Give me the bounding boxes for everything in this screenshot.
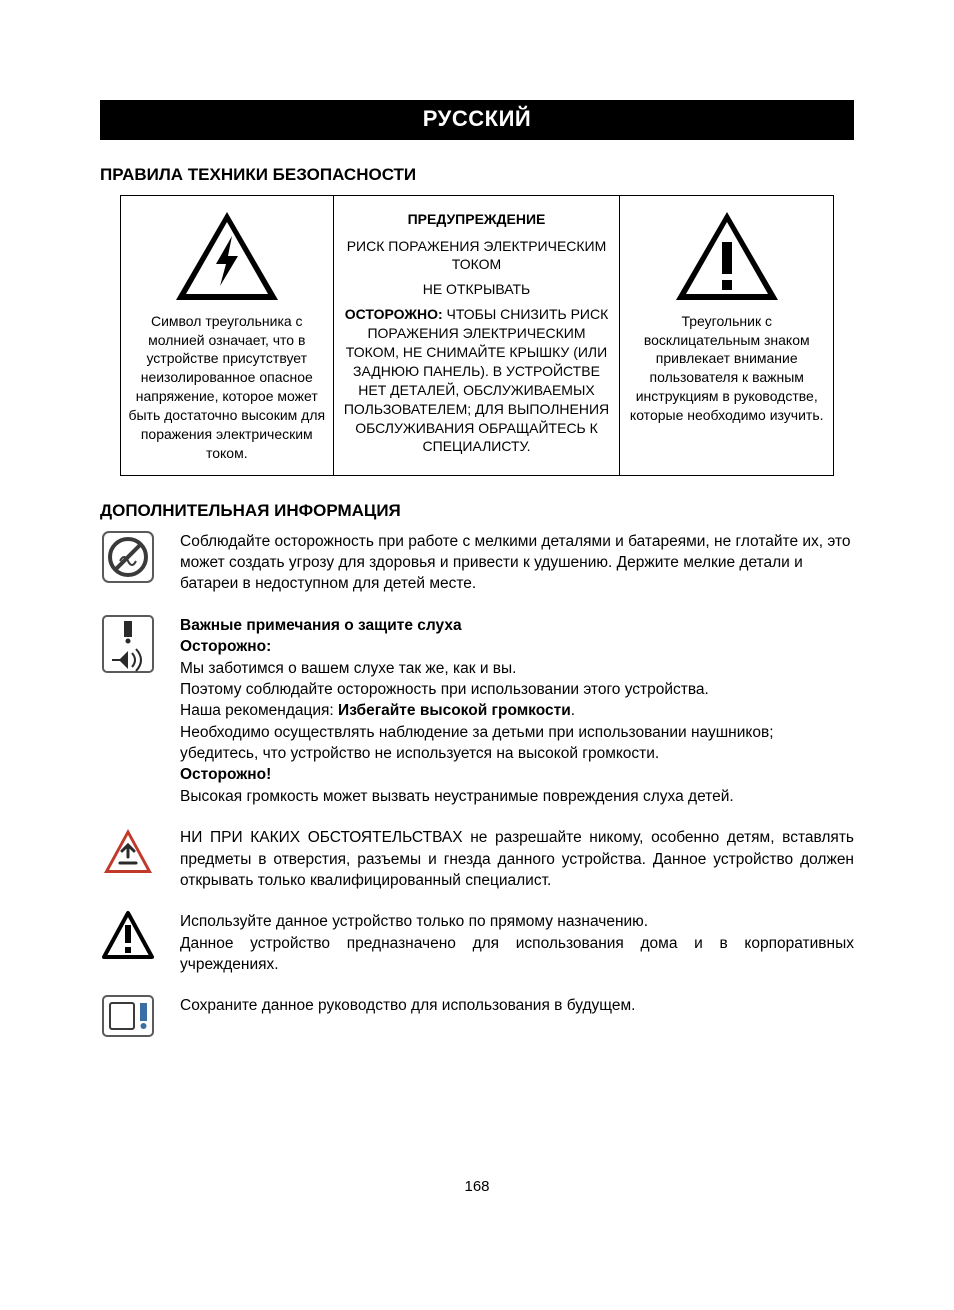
hearing-line5: Высокая громкость может вызвать неустран…	[180, 786, 854, 807]
info-insert-text: НИ ПРИ КАКИХ ОБСТОЯТЕЛЬСТВАХ не разрешай…	[180, 827, 854, 891]
info-row-insert: НИ ПРИ КАКИХ ОБСТОЯТЕЛЬСТВАХ не разрешай…	[100, 827, 854, 891]
info-row-use: Используйте данное устройство только по …	[100, 911, 854, 975]
no-swallow-icon	[102, 531, 154, 583]
caution-text: ЧТОБЫ СНИЗИТЬ РИСК ПОРАЖЕНИЯ ЭЛЕКТРИЧЕСК…	[344, 306, 609, 454]
manual-icon	[102, 995, 154, 1037]
hearing-line4: Необходимо осуществлять наблюдение за де…	[180, 722, 854, 765]
hearing-sub2: Осторожно!	[180, 764, 854, 785]
warning-center-line2: НЕ ОТКРЫВАТЬ	[340, 280, 614, 299]
info-row-hearing: Важные примечания о защите слуха Осторож…	[100, 615, 854, 807]
info-use-body: Используйте данное устройство только по …	[180, 911, 854, 975]
language-header: РУССКИЙ	[100, 100, 854, 140]
hearing-line3a: Наша рекомендация:	[180, 702, 338, 719]
use-line2: Данное устройство предназначено для испо…	[180, 933, 854, 976]
warning-center-line1: РИСК ПОРАЖЕНИЯ ЭЛЕКТРИЧЕСКИМ ТОКОМ	[340, 237, 614, 275]
info-swallow-text: Соблюдайте осторожность при работе с мел…	[180, 531, 854, 595]
warning-right-text: Треугольник с восклицательным знаком при…	[626, 312, 827, 425]
warning-center-title: ПРЕДУПРЕЖДЕНИЕ	[340, 210, 614, 229]
warning-center-cell: ПРЕДУПРЕЖДЕНИЕ РИСК ПОРАЖЕНИЯ ЭЛЕКТРИЧЕС…	[334, 196, 621, 475]
lightning-triangle-icon	[172, 208, 282, 304]
hearing-warning-icon	[102, 615, 154, 673]
warning-center-caution: ОСТОРОЖНО: ЧТОБЫ СНИЗИТЬ РИСК ПОРАЖЕНИЯ …	[340, 305, 614, 456]
hearing-sub: Осторожно:	[180, 636, 854, 657]
hearing-line3b: Избегайте высокой громкости	[338, 702, 571, 719]
page-number: 168	[100, 1177, 854, 1197]
info-hearing-body: Важные примечания о защите слуха Осторож…	[180, 615, 854, 807]
info-row-swallow: Соблюдайте осторожность при работе с мел…	[100, 531, 854, 595]
warning-right-cell: Треугольник с восклицательным знаком при…	[620, 196, 833, 475]
hearing-line2: Поэтому соблюдайте осторожность при испо…	[180, 679, 854, 700]
hearing-line3: Наша рекомендация: Избегайте высокой гро…	[180, 700, 854, 721]
caution-label: ОСТОРОЖНО:	[345, 306, 443, 322]
hearing-line3c: .	[571, 702, 575, 719]
safety-rules-heading: ПРАВИЛА ТЕХНИКИ БЕЗОПАСНОСТИ	[100, 164, 854, 187]
info-row-keep: Сохраните данное руководство для использ…	[100, 995, 854, 1037]
warning-box: Символ треугольника с молнией означает, …	[120, 195, 834, 476]
info-keep-text: Сохраните данное руководство для использ…	[180, 995, 854, 1016]
warning-left-text: Символ треугольника с молнией означает, …	[127, 312, 327, 463]
warning-left-cell: Символ треугольника с молнией означает, …	[121, 196, 334, 475]
hearing-line1: Мы заботимся о вашем слухе так же, как и…	[180, 658, 854, 679]
warning-triangle-icon	[102, 911, 154, 959]
exclamation-triangle-icon	[672, 208, 782, 304]
hearing-title: Важные примечания о защите слуха	[180, 615, 854, 636]
additional-info-heading: ДОПОЛНИТЕЛЬНАЯ ИНФОРМАЦИЯ	[100, 500, 854, 523]
no-insert-icon	[102, 827, 154, 875]
use-line1: Используйте данное устройство только по …	[180, 911, 854, 932]
